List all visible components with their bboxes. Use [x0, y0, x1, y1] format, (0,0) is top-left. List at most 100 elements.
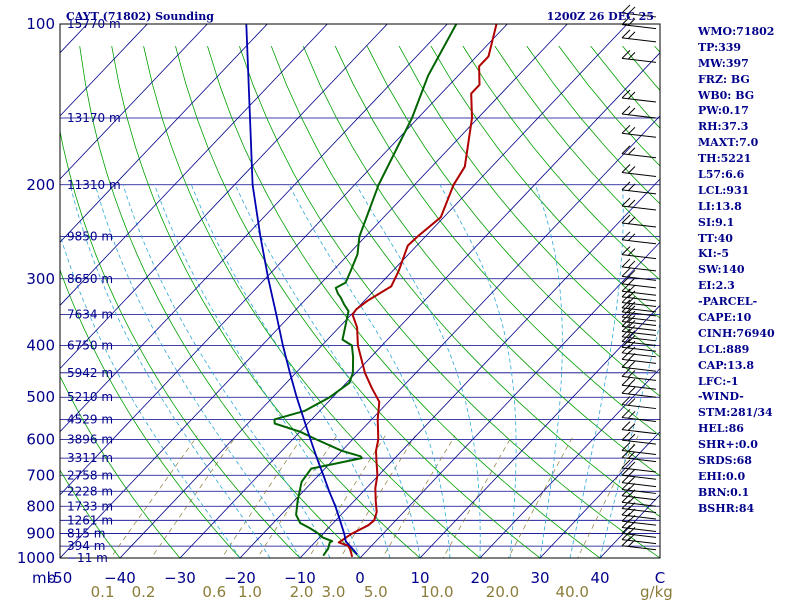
temperature-tick-label: 40 — [590, 569, 609, 587]
wind-barb — [621, 303, 657, 317]
wind-barbs — [621, 4, 657, 551]
index-item: FRZ: BG — [698, 72, 750, 86]
index-item: LFC:-1 — [698, 374, 739, 388]
height-label: 13170 m — [67, 111, 121, 125]
moist-adiabat — [69, 184, 271, 558]
index-item: KI:-5 — [698, 247, 729, 261]
dry-adiabat — [60, 375, 181, 558]
index-item: TP:339 — [698, 40, 742, 54]
height-label: 9850 m — [67, 229, 113, 243]
temperature-tick-label: −10 — [284, 569, 316, 587]
mixing-ratio-label: 2.0 — [290, 583, 314, 600]
height-label: 394 m — [67, 539, 105, 553]
temperature-tick-label: −40 — [104, 569, 136, 587]
mixing-ratio-line — [507, 435, 574, 558]
isotherm — [60, 24, 448, 433]
isotherm — [239, 115, 660, 558]
mixing-ratio-line — [221, 435, 304, 558]
height-label: 5210 m — [67, 390, 113, 404]
wind-barb — [621, 384, 657, 398]
height-label: 3311 m — [67, 451, 113, 465]
height-label: 2758 m — [67, 468, 113, 482]
dry-adiabat — [366, 45, 660, 397]
dry-adiabat — [398, 45, 660, 358]
index-item: SHR+:0.0 — [698, 438, 758, 452]
mixing-ratio-label: 20.0 — [486, 583, 519, 600]
mixing-ratio-label: 10.0 — [420, 583, 453, 600]
index-item: BSHR:84 — [698, 501, 755, 515]
dry-adiabat — [79, 46, 361, 558]
isotherm-lines — [60, 24, 660, 558]
pressure-unit-label: mb — [32, 569, 56, 587]
pressure-tick-label: 700 — [26, 466, 55, 484]
temperature-tick-label: 10 — [410, 569, 429, 587]
valid-time: 1200Z 26 DEC 25 — [547, 10, 654, 23]
isotherm — [60, 24, 568, 558]
dry-adiabat — [60, 469, 121, 558]
wind-barb — [621, 350, 657, 364]
wind-barb — [621, 258, 657, 272]
dewpoint-line — [273, 24, 458, 557]
wind-barb — [621, 164, 657, 177]
wind-barb — [621, 299, 657, 313]
pressure-tick-label: 500 — [26, 388, 55, 406]
mixing-ratio-label: 0.2 — [132, 583, 156, 600]
wind-barb — [621, 368, 657, 381]
index-item: EHI:0.0 — [698, 469, 746, 483]
sounding-profiles — [245, 24, 498, 558]
index-item: HEL:86 — [698, 422, 744, 436]
dry-adiabat — [111, 46, 421, 558]
temperature-tick-label: 20 — [470, 569, 489, 587]
moist-adiabat — [288, 184, 451, 558]
wind-barb — [621, 288, 657, 302]
mixing-ratio-label: 0.6 — [202, 583, 226, 600]
height-label: 3896 m — [67, 433, 113, 447]
wind-barb — [621, 4, 657, 18]
wind-barb — [621, 323, 657, 336]
isotherm — [60, 24, 208, 180]
pressure-tick-label: 200 — [26, 176, 55, 194]
wind-barb — [621, 449, 657, 463]
index-item: PW:0.17 — [698, 104, 749, 118]
index-item: CAP:13.8 — [698, 358, 755, 372]
wind-barb — [621, 89, 657, 103]
wind-barb — [621, 105, 657, 119]
isotherm — [60, 24, 508, 496]
temperature-tick-label: -50 — [48, 569, 73, 587]
height-label: −11 m — [67, 551, 108, 565]
index-item: SI:9.1 — [698, 215, 735, 229]
isotherm — [60, 24, 268, 243]
isotherm — [299, 178, 660, 558]
index-item: WMO:71802 — [698, 25, 775, 38]
wind-barb — [621, 294, 657, 307]
wind-barb — [621, 29, 657, 43]
moist-adiabat — [154, 184, 361, 558]
height-label: 2228 m — [67, 484, 113, 498]
index-item: -PARCEL- — [698, 295, 758, 309]
moist-adiabat — [534, 184, 563, 558]
height-label: 1261 m — [67, 513, 113, 527]
height-label: 7634 m — [67, 308, 113, 322]
index-item: BRN:0.1 — [698, 485, 750, 499]
dry-adiabat-lines — [60, 45, 660, 558]
wind-barb — [621, 145, 657, 159]
sounding-indices: WMO:71802 TP:339 MW:397 FRZ: BG WB0: BG PW:0.… — [698, 24, 798, 517]
height-label: 1733 m — [67, 499, 113, 513]
pressure-tick-label: 800 — [26, 497, 55, 515]
temperature-tick-label: −20 — [224, 569, 256, 587]
wind-barb — [621, 537, 657, 551]
index-item: RH:37.3 — [698, 120, 749, 134]
moist-adiabat-lines — [60, 184, 660, 558]
pressure-tick-label: 900 — [26, 525, 55, 543]
wind-barb — [621, 318, 657, 332]
wind-barb — [621, 409, 657, 422]
dry-adiabat — [462, 45, 660, 281]
wind-barb — [621, 308, 657, 322]
isotherm — [539, 431, 660, 558]
isotherm — [60, 24, 388, 370]
pressure-tick-label: 400 — [26, 337, 55, 355]
height-label: 815 m — [67, 527, 105, 541]
mixing-ratio-unit-label: g/kg — [640, 583, 673, 600]
dry-adiabat — [430, 45, 660, 319]
